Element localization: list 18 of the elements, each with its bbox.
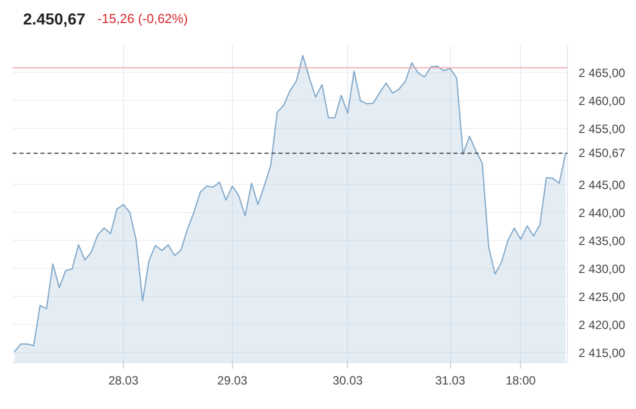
- text: 2.450,67: [23, 12, 86, 28]
- text: -15,26 (-0,62%): [97, 11, 188, 26]
- y-tick-label: 2 455,00: [578, 122, 626, 136]
- y-tick-label: 2 430,00: [578, 262, 626, 276]
- y-tick-label: 2 415,00: [578, 346, 626, 360]
- x-tick-label: 28.03: [108, 374, 139, 388]
- ref-line-label: 2 450,67: [578, 146, 626, 160]
- x-tick-label: 31.03: [435, 374, 466, 388]
- y-tick-label: 2 435,00: [578, 234, 626, 248]
- x-tick-label: 30.03: [332, 374, 364, 388]
- y-tick-label: 2 465,00: [578, 66, 626, 80]
- y-tick-label: 2 445,00: [578, 178, 626, 192]
- y-tick-label: 2 460,00: [578, 94, 626, 108]
- y-tick-label: 2 420,00: [578, 318, 626, 332]
- x-tick-label: 18:00: [506, 374, 536, 388]
- y-tick-label: 2 425,00: [578, 290, 626, 304]
- x-tick-label: 29.03: [217, 374, 248, 388]
- y-tick-label: 2 440,00: [578, 206, 626, 220]
